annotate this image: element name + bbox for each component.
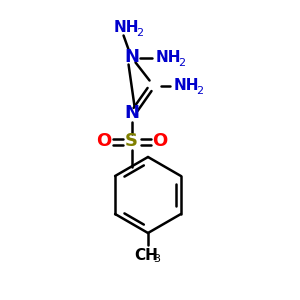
Text: N: N (124, 49, 139, 67)
Text: 2: 2 (136, 28, 143, 38)
Text: O: O (96, 133, 111, 151)
Text: O: O (152, 133, 167, 151)
Text: 2: 2 (178, 58, 185, 68)
Text: 3: 3 (154, 254, 160, 264)
Text: NH: NH (174, 78, 199, 93)
Text: S: S (125, 133, 138, 151)
Text: CH: CH (134, 248, 158, 262)
Text: N: N (124, 104, 139, 122)
Text: NH: NH (114, 20, 139, 35)
Text: 2: 2 (196, 85, 203, 95)
Text: NH: NH (156, 50, 181, 65)
